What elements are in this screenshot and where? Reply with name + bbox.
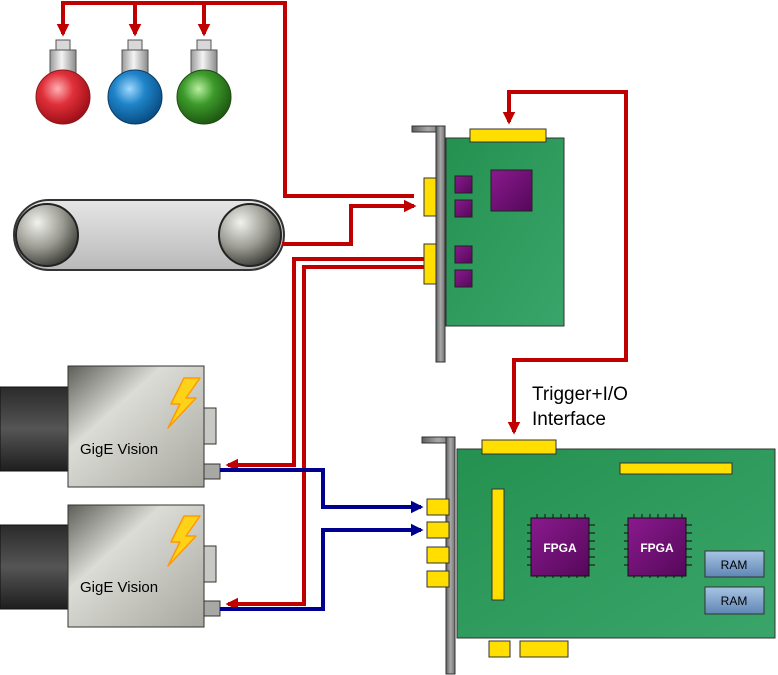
trigger-output-connector bbox=[423, 243, 437, 285]
encoder-signal-line bbox=[282, 199, 417, 246]
io-bridge-line bbox=[502, 90, 628, 142]
card-bracket bbox=[435, 125, 446, 363]
camera-trigger-line-2 bbox=[225, 265, 424, 611]
io-header-connector bbox=[469, 128, 547, 143]
gige-camera-icon bbox=[0, 504, 221, 628]
blue-data-lines bbox=[220, 468, 424, 611]
trigger-input-connector bbox=[423, 177, 437, 217]
camera-data-line-1 bbox=[220, 468, 424, 514]
io-controller-chip bbox=[490, 169, 533, 212]
gige-port-3 bbox=[426, 546, 450, 564]
red-signal-lines bbox=[56, 1, 628, 611]
trigger-label-line1: Trigger+I/O bbox=[532, 384, 628, 405]
frame-grabber-card bbox=[421, 436, 776, 675]
trigger-label-line2: Interface bbox=[532, 409, 606, 430]
fpga-chip-right bbox=[624, 514, 692, 578]
gige-port-1 bbox=[426, 498, 450, 516]
camera-label: GigE Vision bbox=[80, 441, 158, 458]
ram-label: RAM bbox=[721, 594, 748, 608]
ram-module-top bbox=[704, 550, 765, 578]
fpga-chip-left bbox=[527, 514, 595, 578]
fpga-label: FPGA bbox=[640, 541, 674, 555]
trigger-io-header bbox=[481, 439, 557, 455]
conveyor-belt-icon bbox=[13, 199, 285, 271]
red-lamp-icon bbox=[35, 39, 91, 125]
camera-data-line-2 bbox=[220, 523, 424, 611]
camera-label: GigE Vision bbox=[80, 579, 158, 596]
lightning-bolt-icon bbox=[167, 515, 201, 567]
gige-port-4 bbox=[426, 570, 450, 588]
card-pcb bbox=[445, 137, 565, 327]
ram-module-bottom bbox=[704, 586, 765, 615]
lamp-trigger-line bbox=[56, 1, 414, 198]
blue-lamp-icon bbox=[107, 39, 163, 125]
green-lamp-icon bbox=[176, 39, 232, 125]
gige-camera-icon bbox=[0, 365, 221, 488]
camera-trigger-line-1 bbox=[225, 257, 424, 472]
ram-label: RAM bbox=[721, 558, 748, 572]
fpga-label: FPGA bbox=[543, 541, 577, 555]
gige-port-2 bbox=[426, 521, 450, 539]
trigger-io-card bbox=[411, 125, 565, 363]
lightning-bolt-icon bbox=[167, 377, 201, 429]
lamp-group bbox=[35, 39, 232, 125]
